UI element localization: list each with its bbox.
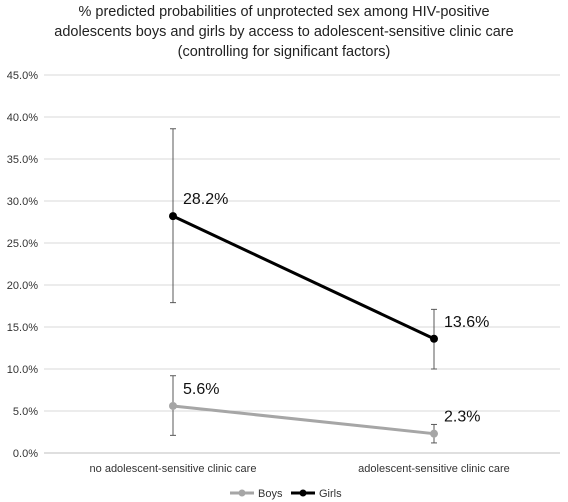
series-line-girls xyxy=(171,214,436,341)
chart-title-line-1: % predicted probabilities of unprotected… xyxy=(78,4,489,20)
y-tick-label: 10.0% xyxy=(7,364,38,376)
x-axis-categories: no adolescent-sensitive clinic care adole… xyxy=(90,463,510,475)
y-tick-label: 15.0% xyxy=(7,322,38,334)
data-label: 5.6% xyxy=(183,381,219,398)
gridlines xyxy=(44,74,560,454)
data-label: 2.3% xyxy=(444,409,480,426)
y-tick-label: 20.0% xyxy=(7,280,38,292)
series-lines xyxy=(169,212,438,438)
chart-title: % predicted probabilities of unprotected… xyxy=(54,4,513,60)
series-line-boys xyxy=(171,404,436,436)
y-tick-label: 5.0% xyxy=(13,406,38,418)
chart-title-line-3: (controlling for significant factors) xyxy=(178,44,391,60)
data-point-girls xyxy=(430,334,438,343)
chart-title-line-2: adolescents boys and girls by access to … xyxy=(54,24,513,40)
y-tick-label: 35.0% xyxy=(7,154,38,166)
data-point-boys xyxy=(430,429,438,438)
legend: Boys Girls xyxy=(230,488,342,500)
data-labels: 5.6% 2.3% 28.2% 13.6% xyxy=(183,191,489,426)
y-tick-label: 40.0% xyxy=(7,112,38,124)
legend-label-girls: Girls xyxy=(319,488,342,500)
data-label: 13.6% xyxy=(444,314,489,331)
data-point-girls xyxy=(169,212,177,221)
y-axis-ticks: 0.0% 5.0% 10.0% 15.0% 20.0% 25.0% 30.0% 35.0% 40… xyxy=(7,70,38,460)
legend-label-boys: Boys xyxy=(258,488,283,500)
y-tick-label: 0.0% xyxy=(13,448,38,460)
legend-marker xyxy=(238,489,246,497)
data-point-boys xyxy=(169,401,177,410)
x-category-label: adolescent-sensitive clinic care xyxy=(358,463,510,475)
y-tick-label: 25.0% xyxy=(7,238,38,250)
y-tick-label: 45.0% xyxy=(7,70,38,82)
data-label: 28.2% xyxy=(183,191,228,208)
y-tick-label: 30.0% xyxy=(7,196,38,208)
x-category-label: no adolescent-sensitive clinic care xyxy=(90,463,257,475)
legend-marker xyxy=(299,489,307,497)
